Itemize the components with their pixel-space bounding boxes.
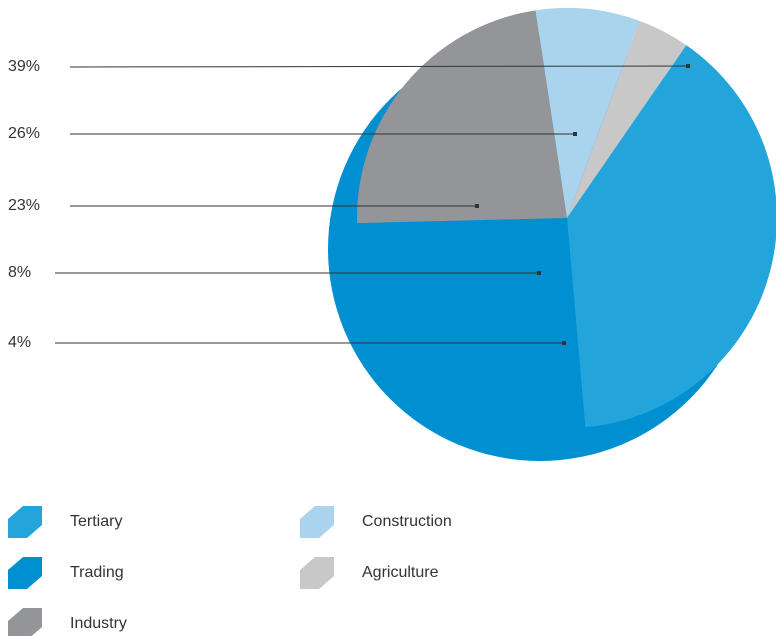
leader-dot (537, 271, 541, 275)
legend-swatch (300, 506, 334, 538)
value-label: 23% (8, 197, 40, 214)
legend-swatch (8, 608, 42, 636)
value-label: 26% (8, 125, 40, 142)
pie-slice (357, 218, 586, 429)
legend-swatch (300, 557, 334, 589)
value-label: 4% (8, 334, 31, 351)
legend-label: Tertiary (70, 513, 122, 530)
leader-dot (475, 204, 479, 208)
leader-dot (573, 132, 577, 136)
leader-line (69, 65, 689, 68)
legend-label: Construction (362, 513, 452, 530)
value-label: 39% (8, 58, 40, 75)
legend-label: Trading (70, 564, 124, 581)
value-label: 8% (8, 264, 31, 281)
leader-dot (686, 64, 690, 68)
pie-slice (535, 8, 640, 219)
pie-slice (567, 45, 776, 428)
legend-swatch (8, 557, 42, 589)
pie-slice (567, 20, 687, 218)
leader-dot (562, 341, 566, 345)
legend-swatch (8, 506, 42, 538)
pie-slice (356, 10, 567, 224)
legend-label: Agriculture (362, 564, 439, 581)
legend-label: Industry (70, 615, 127, 632)
